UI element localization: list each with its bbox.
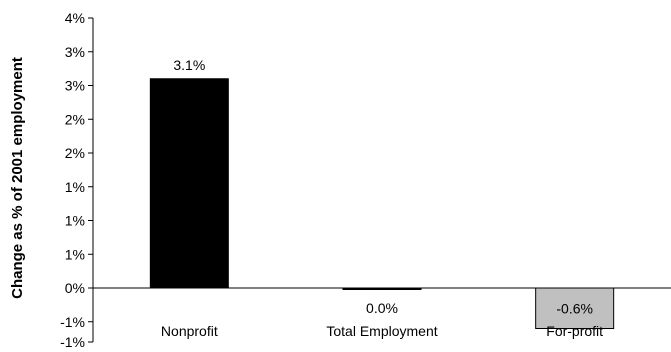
data-label: 0.0% <box>366 300 398 316</box>
category-label: Nonprofit <box>161 323 218 339</box>
y-tick-label: 2% <box>65 111 85 127</box>
y-tick-label: -1% <box>60 314 85 330</box>
y-tick-label: 3% <box>65 78 85 94</box>
data-label: 3.1% <box>173 57 205 73</box>
data-label: -0.6% <box>556 300 593 316</box>
y-tick-label: 3% <box>65 44 85 60</box>
y-tick-label: -1% <box>60 334 85 350</box>
category-labels: Nonprofit Total Employment For-profit <box>161 323 603 339</box>
category-label: For-profit <box>546 323 603 339</box>
y-tick-label: 1% <box>65 213 85 229</box>
y-tick-label: 4% <box>65 10 85 26</box>
data-labels: 3.1% 0.0% -0.6% <box>173 57 593 317</box>
y-tick-label: 1% <box>65 179 85 195</box>
y-tick-label: 0% <box>65 280 85 296</box>
y-tick-label: 2% <box>65 145 85 161</box>
bar-nonprofit <box>149 78 229 289</box>
y-tick-label: 1% <box>65 246 85 262</box>
y-axis-ticks: 4% 3% 3% 2% 2% 1% 1% 1% 0% -1% -1% <box>60 10 93 350</box>
bars <box>149 78 615 329</box>
category-label: Total Employment <box>326 323 437 339</box>
y-axis-title: Change as % of 2001 employment <box>9 57 26 299</box>
